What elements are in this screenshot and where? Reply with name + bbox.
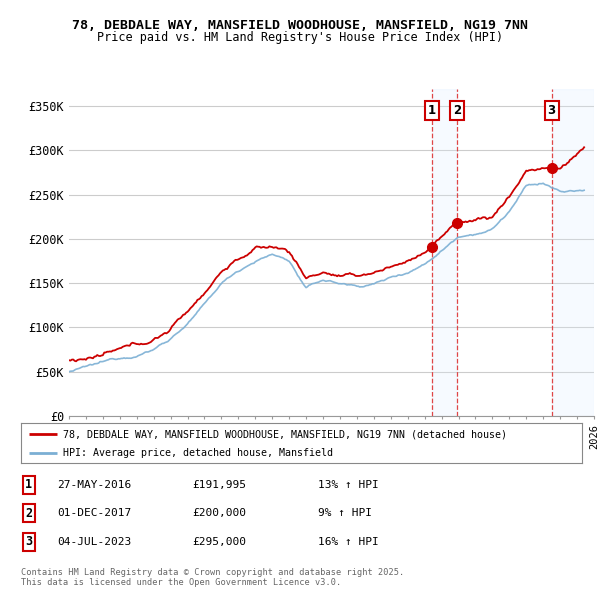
Text: 16% ↑ HPI: 16% ↑ HPI	[318, 537, 379, 546]
Text: 78, DEBDALE WAY, MANSFIELD WOODHOUSE, MANSFIELD, NG19 7NN (detached house): 78, DEBDALE WAY, MANSFIELD WOODHOUSE, MA…	[63, 430, 507, 440]
Text: 1: 1	[428, 104, 436, 117]
Text: £191,995: £191,995	[192, 480, 246, 490]
Text: 01-DEC-2017: 01-DEC-2017	[57, 509, 131, 518]
Text: 9% ↑ HPI: 9% ↑ HPI	[318, 509, 372, 518]
Text: 27-MAY-2016: 27-MAY-2016	[57, 480, 131, 490]
Text: £200,000: £200,000	[192, 509, 246, 518]
Text: HPI: Average price, detached house, Mansfield: HPI: Average price, detached house, Mans…	[63, 448, 333, 458]
Text: £295,000: £295,000	[192, 537, 246, 546]
Text: 3: 3	[25, 535, 32, 548]
Bar	[551, 88, 594, 416]
Text: 2: 2	[25, 507, 32, 520]
Text: Price paid vs. HM Land Registry's House Price Index (HPI): Price paid vs. HM Land Registry's House …	[97, 31, 503, 44]
Bar	[431, 88, 457, 416]
Text: 13% ↑ HPI: 13% ↑ HPI	[318, 480, 379, 490]
Text: 04-JUL-2023: 04-JUL-2023	[57, 537, 131, 546]
Text: 1: 1	[25, 478, 32, 491]
Text: 2: 2	[453, 104, 461, 117]
Text: 3: 3	[548, 104, 556, 117]
Text: Contains HM Land Registry data © Crown copyright and database right 2025.
This d: Contains HM Land Registry data © Crown c…	[21, 568, 404, 587]
Text: 78, DEBDALE WAY, MANSFIELD WOODHOUSE, MANSFIELD, NG19 7NN: 78, DEBDALE WAY, MANSFIELD WOODHOUSE, MA…	[72, 19, 528, 32]
